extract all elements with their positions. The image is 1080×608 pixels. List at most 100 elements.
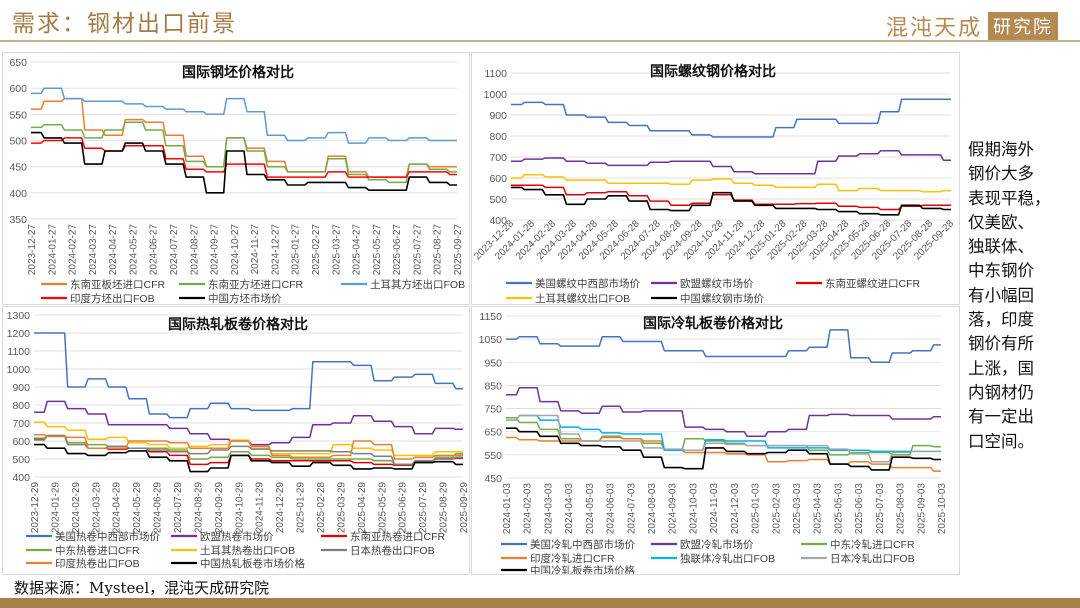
legend-label: 美国热卷中西部市场价: [55, 530, 160, 543]
logo-box-text: 研究院: [988, 12, 1058, 40]
legend-label: 欧盟热卷市场价: [200, 530, 274, 543]
x-tick-label: 2024-10-03: [688, 483, 699, 535]
x-tick-label: 2025-04-29: [357, 482, 368, 534]
chart-hot-rolled-coil-prices: 400 500 600 700 800 900 1000 1100 1200 1300 2023-1…: [2, 306, 470, 575]
x-tick-label: 2025-04-27: [352, 224, 363, 276]
y-tick-label: 600: [489, 173, 507, 185]
x-tick-label: 2025-02-28: [316, 482, 327, 534]
y-tick-label: 650: [484, 427, 502, 439]
legend-label: 中国热轧板卷市场价格: [200, 557, 305, 570]
x-tick-label: 2024-09-27: [210, 224, 221, 276]
x-tick-label: 2025-03-03: [792, 483, 803, 535]
legend-label: 印度方坯出口FOB: [70, 292, 155, 304]
x-tick-label: 2025-03-27: [331, 224, 342, 276]
x-tick-label: 2024-08-29: [193, 482, 204, 534]
x-tick-label: 2024-03-29: [91, 482, 102, 534]
legend-label: 中国螺纹钢市场价: [680, 292, 764, 304]
y-tick-label: 800: [12, 400, 30, 412]
y-tick-label: 400: [12, 472, 30, 484]
x-tick-label: 2024-06-03: [606, 483, 617, 535]
x-tick-label: 2025-02-03: [771, 483, 782, 535]
x-tick-label: 2024-05-03: [585, 483, 596, 535]
series-line-1: [511, 149, 951, 175]
chart-title: 国际冷轧板卷价格对比: [643, 315, 783, 332]
x-tick-label: 2025-10-03: [937, 483, 948, 535]
x-tick-label: 2024-03-27: [88, 224, 99, 276]
x-tick-label: 2024-01-03: [502, 483, 513, 535]
chart-cold-rolled-coil-prices: 450 550 650 750 850 950 1050 1150 2024-01-03 2024…: [471, 306, 960, 575]
chart-title: 国际热轧板卷价格对比: [168, 316, 308, 333]
y-tick-label: 900: [12, 382, 30, 394]
y-tick-label: 650: [9, 57, 27, 69]
legend-label: 土耳其热卷出口FOB: [200, 544, 295, 557]
x-tick-label: 2025-09-03: [916, 483, 927, 535]
x-tick-label: 2024-03-03: [543, 483, 554, 535]
x-tick-label: 2024-09-03: [668, 483, 679, 535]
company-logo: 混沌天成 研究院: [886, 10, 1058, 42]
series-line-0: [506, 329, 941, 364]
legend-label: 日本热卷出口FOB: [350, 544, 435, 557]
legend-label: 欧盟冷轧市场价: [680, 538, 754, 551]
series-line-1: [31, 121, 457, 184]
series-line-3: [31, 137, 457, 178]
x-tick-label: 2024-07-27: [169, 224, 180, 276]
legend-label: 美国螺纹中西部市场价: [535, 277, 640, 290]
series-line-4: [506, 414, 941, 453]
chart-svg: 400 500 600 700 800 900 1000 1100 1200 1300 2023-1…: [7, 310, 469, 570]
x-tick-label: 2025-06-29: [398, 482, 409, 534]
header-divider: [0, 40, 1080, 42]
legend-label: 独联体冷轧出口FOB: [680, 552, 775, 565]
y-tick-label: 500: [12, 454, 30, 466]
y-tick-label: 600: [12, 436, 30, 448]
x-tick-label: 2024-09-29: [214, 482, 225, 534]
commentary-line: 表现平稳，: [968, 188, 1051, 208]
commentary-line: 有小幅回: [968, 285, 1034, 305]
y-tick-label: 1000: [484, 89, 508, 101]
y-tick-label: 700: [12, 418, 30, 430]
x-tick-label: 2025-03-29: [336, 482, 347, 534]
y-tick-label: 350: [9, 214, 27, 226]
y-tick-label: 450: [9, 162, 27, 174]
legend-label: 日本冷轧出口FOB: [830, 552, 915, 565]
x-tick-label: 2023-12-27: [27, 224, 38, 276]
y-tick-label: 400: [9, 188, 27, 200]
x-tick-label: 2025-06-03: [854, 483, 865, 535]
legend-label: 中东冷轧进口CFR: [830, 538, 915, 551]
commentary-line: 落，印度: [968, 310, 1034, 330]
commentary-line: 钢价大多: [968, 164, 1034, 184]
commentary-line: 内钢材仍: [968, 382, 1034, 402]
series-line-3: [34, 434, 463, 466]
series-line-4: [31, 131, 457, 194]
series-line-6: [506, 427, 941, 471]
commentary-line: 仅美欧、: [968, 212, 1034, 232]
x-tick-label: 2025-09-29: [459, 482, 469, 534]
series-line-0: [34, 332, 463, 419]
x-tick-label: 2024-07-03: [626, 483, 637, 535]
series-line-7: [34, 443, 463, 473]
x-tick-label: 2025-01-27: [291, 224, 302, 276]
legend-label: 印度冷轧进口CFR: [530, 552, 615, 565]
x-tick-label: 2025-08-03: [896, 483, 907, 535]
legend-label: 中国方坯市场价: [208, 292, 282, 304]
x-tick-label: 2025-08-29: [439, 482, 450, 534]
legend-label: 土耳其螺纹出口FOB: [535, 292, 630, 304]
x-tick-label: 2024-07-29: [173, 482, 184, 534]
legend-label: 东南亚热卷进口CFR: [350, 530, 445, 543]
x-tick-label: 2024-10-29: [234, 482, 245, 534]
commentary-line: 假期海外: [968, 140, 1034, 159]
chart-title: 国际螺纹钢价格对比: [650, 63, 776, 80]
y-tick-label: 800: [489, 131, 507, 143]
x-tick-label: 2024-12-03: [730, 483, 741, 535]
series-line-2: [506, 417, 941, 456]
series-line-5: [34, 434, 463, 466]
y-tick-label: 500: [489, 194, 507, 206]
y-tick-label: 500: [9, 136, 27, 148]
legend-label: 东南亚方坯进口CFR: [208, 278, 303, 291]
x-tick-label: 2025-06-27: [392, 224, 403, 276]
footer-bar: [0, 598, 1080, 608]
x-tick-label: 2024-11-03: [709, 483, 720, 534]
x-tick-label: 2025-05-27: [372, 224, 383, 276]
x-tick-label: 2025-07-03: [875, 483, 886, 535]
y-tick-label: 1150: [479, 311, 502, 323]
x-tick-label: 2025-09-27: [453, 224, 464, 276]
